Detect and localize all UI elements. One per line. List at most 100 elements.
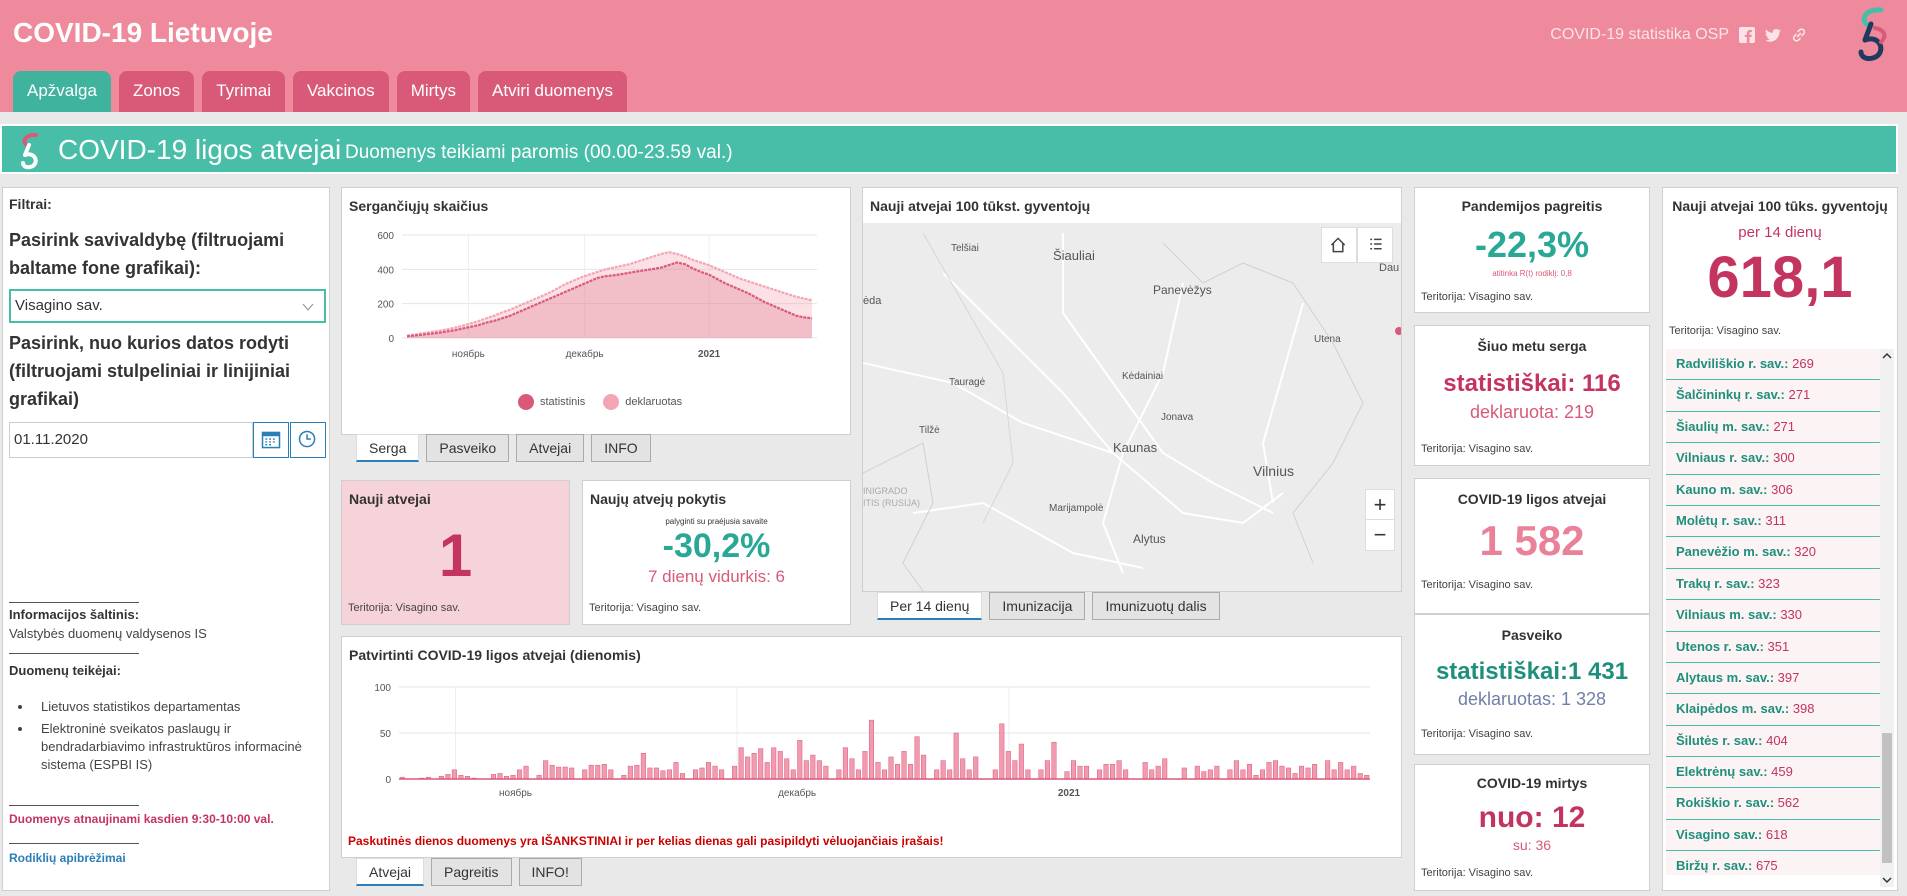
bar [862,751,868,780]
divider [9,843,139,844]
list-item[interactable]: Trakų r. sav.: 323 [1666,568,1880,601]
tab-apzvalga[interactable]: Apžvalga [13,71,111,112]
clock-icon [298,430,316,448]
list-scrollbar[interactable] [1880,349,1894,887]
chevron-down-icon[interactable] [1880,873,1894,887]
source-text: Valstybės duomenų valdysenos IS [9,626,207,641]
bar [549,764,555,780]
list-item[interactable]: Vilniaus m. sav.: 330 [1666,600,1880,632]
list-item[interactable]: Radviliškio r. sav.: 269 [1666,349,1880,381]
tab-atvejai[interactable]: Atvejai [356,858,425,886]
tab-atviri-duomenys[interactable]: Atviri duomenys [478,71,627,112]
growth-value: -22,3% [1474,224,1590,265]
map-area[interactable]: Telšiai Šiauliai Panevėžys Utena Tauragė… [863,223,1401,591]
panel-title: COVID-19 mirtys [1476,775,1588,791]
tab-vakcinos[interactable]: Vakcinos [292,71,389,112]
tab-mirtys[interactable]: Mirtys [396,71,471,112]
list-item[interactable]: Elektrėnų sav.: 459 [1666,757,1880,789]
panel-title: COVID-19 ligos atvejai [1457,491,1607,507]
chevron-up-icon[interactable] [1880,349,1894,363]
municipality-select[interactable]: Visagino sav. [9,289,326,323]
x-tick-label: декабрь [566,348,604,360]
municipality-value: 459 [1771,764,1793,780]
list-item[interactable]: Utenos r. sav.: 351 [1666,631,1880,663]
filters-label: Filtrai: [9,196,52,212]
zoom-in-button[interactable]: + [1366,490,1394,520]
bar [771,747,777,780]
tab-per-14-dienu[interactable]: Per 14 dienų [877,592,983,620]
bar [797,740,803,780]
bar [1233,760,1239,780]
bar [823,765,829,780]
bar [608,769,614,780]
municipality-value: 618 [1765,826,1788,842]
list-item[interactable]: Kauno m. sav.: 306 [1666,474,1880,506]
bar [953,732,959,780]
list-item[interactable]: Šiaulių m. sav.: 271 [1666,411,1880,444]
tab-info[interactable]: INFO [591,434,651,462]
municipality-name: Visagino sav.: [1676,826,1763,842]
list-item[interactable]: Rokiškio r. sav.: 562 [1666,788,1880,820]
list-item[interactable]: Visagino sav.: 618 [1666,819,1880,852]
list-item[interactable]: Panevėžio m. sav.: 320 [1666,537,1880,569]
bar [1201,771,1207,780]
twitter-icon[interactable] [1765,27,1781,43]
calendar-button[interactable] [253,422,289,458]
chevron-down-icon [302,303,314,311]
deaths-value: nuo: 12 [1478,801,1586,834]
list-item[interactable]: Šilutės r. sav.: 404 [1666,725,1880,758]
bar [1044,760,1050,780]
tab-zonos[interactable]: Zonos [118,71,195,112]
clock-button[interactable] [290,422,326,458]
map-roads [863,232,1401,591]
panel-title: Nauji atvejai 100 tūkst. gyventojų [870,198,1091,214]
tab-imunizacija[interactable]: Imunizacija [989,592,1086,620]
municipality-name: Šalčininkų r. sav.: [1676,387,1785,403]
municipality-name: Vilniaus r. sav.: [1676,450,1770,466]
link-icon[interactable] [1791,27,1807,43]
tab-imunizuotu-dalis[interactable]: Imunizuotų dalis [1092,592,1220,620]
bar [934,769,940,780]
list-item[interactable]: Alytaus m. sav.: 397 [1666,662,1880,695]
tab-tyrimai[interactable]: Tyrimai [202,71,285,112]
bar [803,760,809,780]
list-item[interactable]: Šalčininkų r. sav.: 271 [1666,380,1880,412]
osp-link[interactable]: COVID-19 statistika OSP [1550,26,1729,43]
municipality-value: 562 [1777,795,1800,811]
bar [673,762,679,780]
date-input[interactable]: 01.11.2020 [9,422,253,458]
bar [1344,769,1350,780]
municipality-value: 397 [1777,669,1800,685]
zoom-out-button[interactable]: − [1373,522,1387,547]
bar [738,747,744,780]
calendar-icon [261,431,281,449]
facebook-icon[interactable] [1739,27,1755,43]
bar [999,723,1005,780]
y-tick-label: 400 [377,265,394,276]
list-item[interactable]: Klaipėdos m. sav.: 398 [1666,694,1880,726]
municipality-value: 306 [1771,481,1793,497]
change-avg: 7 dienų vidurkis: 6 [647,567,786,586]
list-item[interactable]: Biržų r. sav.: 675 [1666,851,1880,875]
bar [1207,769,1213,780]
bar [1266,762,1272,780]
list-item[interactable]: Vilniaus r. sav.: 300 [1666,443,1880,475]
bar [1299,765,1305,780]
municipality-name: Trakų r. sav.: [1676,575,1755,591]
x-tick-label: ноябрь [452,348,485,360]
bar [1272,760,1279,780]
map-home-button[interactable] [1321,227,1357,263]
bar [719,769,725,780]
list-item[interactable]: Molėtų r. sav.: 311 [1666,505,1880,538]
tab-info[interactable]: INFO! [518,858,582,886]
municipality-name: Molėtų r. sav.: [1676,512,1762,528]
tab-serga[interactable]: Serga [356,434,420,462]
tab-pagreitis[interactable]: Pagreitis [431,858,512,886]
definitions-link[interactable]: Rodiklių apibrėžimai [9,851,126,865]
panel-title: Pasveiko [1501,627,1563,643]
tab-atvejai[interactable]: Atvejai [516,434,585,462]
panel-title: Šiuo metu serga [1477,338,1587,354]
tab-pasveiko[interactable]: Pasveiko [426,434,510,462]
scroll-thumb[interactable] [1882,733,1892,863]
map-layers-button[interactable] [1357,227,1393,263]
